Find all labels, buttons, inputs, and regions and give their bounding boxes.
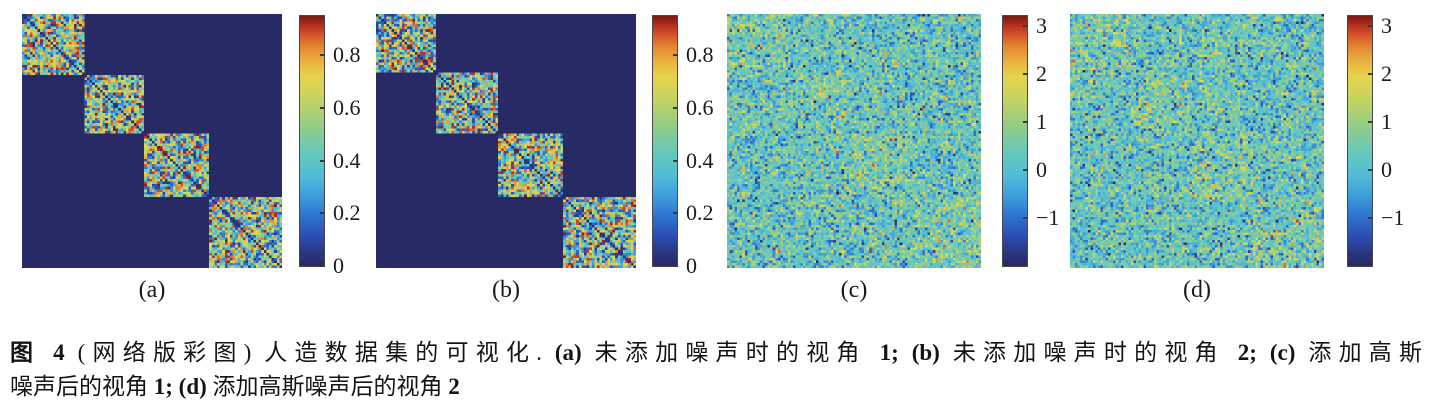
caption-segment: 1; bbox=[153, 374, 173, 399]
colorbar-tick-mark bbox=[673, 265, 678, 267]
colorbar-tick-mark bbox=[320, 265, 325, 267]
colorbar-tick-label: 0 bbox=[686, 253, 697, 278]
colorbar-tick-label: 0.2 bbox=[333, 200, 361, 226]
colorbar-tick-mark bbox=[673, 212, 678, 215]
colorbar-tick-mark bbox=[1023, 24, 1028, 27]
caption-segment: 未添加噪声时的视角 bbox=[939, 340, 1238, 365]
colorbar-tick-mark bbox=[1023, 72, 1028, 75]
colorbar-tick-mark bbox=[320, 159, 325, 162]
colorbar-tick-mark bbox=[1023, 120, 1028, 123]
figure-caption-line-2: 噪声后的视角 1; (d) 添加高斯噪声后的视角 2 bbox=[10, 370, 1422, 404]
caption-segment: (a) bbox=[554, 340, 582, 365]
colorbar-a: 0 0.2 0.4 0.6 0.8 bbox=[299, 15, 379, 277]
caption-segment: 噪声后的视角 bbox=[10, 374, 154, 399]
panel-label-a: (a) bbox=[138, 277, 166, 303]
caption-segment: 2 bbox=[448, 374, 460, 399]
colorbar-tick-label: 3 bbox=[1381, 12, 1392, 38]
caption-segment: (d) bbox=[178, 374, 207, 399]
caption-segment: 2; bbox=[1237, 340, 1257, 365]
colorbar-tick-label: 3 bbox=[1036, 12, 1047, 38]
colorbar-tick-label: 0.6 bbox=[333, 95, 361, 121]
caption-segment: (b) bbox=[911, 340, 940, 365]
heatmap-view1-noisy bbox=[727, 14, 981, 268]
colorbar-tick-label: 0 bbox=[1036, 156, 1047, 182]
colorbar-gradient-d bbox=[1347, 15, 1373, 267]
caption-segment bbox=[899, 340, 912, 365]
colorbar-tick-mark bbox=[1023, 216, 1028, 219]
colorbar-tick-label: 2 bbox=[1381, 60, 1392, 86]
colorbar-tick-mark bbox=[673, 107, 678, 110]
colorbar-tick-mark bbox=[320, 212, 325, 215]
heatmap-view2-noisy bbox=[1070, 14, 1324, 268]
colorbar-gradient-c bbox=[1002, 15, 1028, 267]
colorbar-gradient-a bbox=[299, 15, 325, 267]
colorbar-tick-label: 1 bbox=[1381, 108, 1392, 134]
colorbar-tick-label: 0.4 bbox=[686, 147, 714, 173]
caption-segment: 图 4 bbox=[10, 340, 65, 365]
caption-segment: (网络版彩图) 人造数据集的可视化. bbox=[64, 340, 555, 365]
colorbar-tick-mark bbox=[1368, 72, 1373, 75]
colorbar-tick-mark bbox=[1368, 24, 1373, 27]
colorbar-d: 3 2 1 0 −1 bbox=[1347, 12, 1427, 267]
colorbar-tick-mark bbox=[1368, 216, 1373, 219]
colorbar-tick-mark bbox=[673, 159, 678, 162]
colorbar-c: 3 2 1 0 −1 bbox=[1002, 12, 1082, 267]
colorbar-tick-label: 2 bbox=[1036, 60, 1047, 86]
colorbar-tick-mark bbox=[1368, 120, 1373, 123]
caption-segment bbox=[1257, 340, 1270, 365]
colorbar-tick-label: −1 bbox=[1036, 204, 1060, 230]
caption-segment: (c) bbox=[1269, 340, 1296, 365]
colorbar-tick-label: 0 bbox=[1381, 156, 1392, 182]
heatmap-view1-noiseless bbox=[22, 14, 282, 268]
colorbar-tick-label: 0.4 bbox=[333, 147, 361, 173]
colorbar-tick-label: 1 bbox=[1036, 108, 1047, 134]
panel-label-b: (b) bbox=[492, 277, 520, 303]
caption-segment: 未添加噪声时的视角 bbox=[581, 340, 880, 365]
colorbar-tick-mark bbox=[1368, 168, 1373, 171]
colorbar-tick-label: 0.8 bbox=[686, 42, 714, 68]
colorbar-tick-mark bbox=[1023, 168, 1028, 171]
figure-caption-line-1: 图 4 (网络版彩图) 人造数据集的可视化. (a) 未添加噪声时的视角 1; … bbox=[10, 336, 1422, 370]
colorbar-tick-label: −1 bbox=[1381, 204, 1405, 230]
colorbar-gradient-b bbox=[652, 15, 678, 267]
colorbar-tick-mark bbox=[673, 54, 678, 57]
colorbar-tick-label: 0.8 bbox=[333, 42, 361, 68]
heatmap-view2-noiseless bbox=[376, 14, 636, 268]
colorbar-tick-label: 0 bbox=[333, 253, 344, 278]
panel-label-d: (d) bbox=[1183, 277, 1211, 303]
colorbar-b: 0 0.2 0.4 0.6 0.8 bbox=[652, 15, 732, 277]
caption-segment: 添加高斯噪声后的视角 bbox=[206, 374, 449, 399]
caption-segment: 1; bbox=[879, 340, 899, 365]
figure-caption: 图 4 (网络版彩图) 人造数据集的可视化. (a) 未添加噪声时的视角 1; … bbox=[10, 336, 1422, 404]
colorbar-tick-label: 0.6 bbox=[686, 95, 714, 121]
colorbar-tick-mark bbox=[320, 107, 325, 110]
panel-label-c: (c) bbox=[840, 277, 868, 303]
colorbar-tick-mark bbox=[320, 54, 325, 57]
caption-segment: 添加高斯 bbox=[1295, 340, 1423, 365]
colorbar-tick-label: 0.2 bbox=[686, 200, 714, 226]
